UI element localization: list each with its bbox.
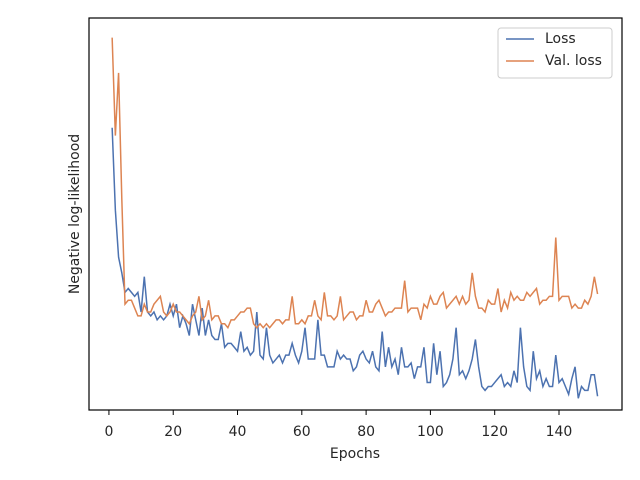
x-tick-label: 60 xyxy=(293,424,311,440)
plot-frame xyxy=(88,17,623,411)
x-tick-label: 0 xyxy=(104,424,113,440)
legend-box xyxy=(497,27,613,79)
legend-label: Loss xyxy=(545,31,576,47)
x-tick-label: 20 xyxy=(164,424,182,440)
legend-label: Val. loss xyxy=(545,53,602,69)
y-axis-label: Negative log-likelihood xyxy=(67,134,83,294)
x-tick-label: 80 xyxy=(357,424,375,440)
line-series xyxy=(111,37,599,330)
x-tick-label: 120 xyxy=(481,424,508,440)
x-tick-label: 140 xyxy=(546,424,573,440)
x-axis-label: Epochs xyxy=(330,446,380,462)
line-series xyxy=(111,127,599,399)
x-tick-label: 40 xyxy=(229,424,247,440)
x-tick-label: 100 xyxy=(417,424,444,440)
